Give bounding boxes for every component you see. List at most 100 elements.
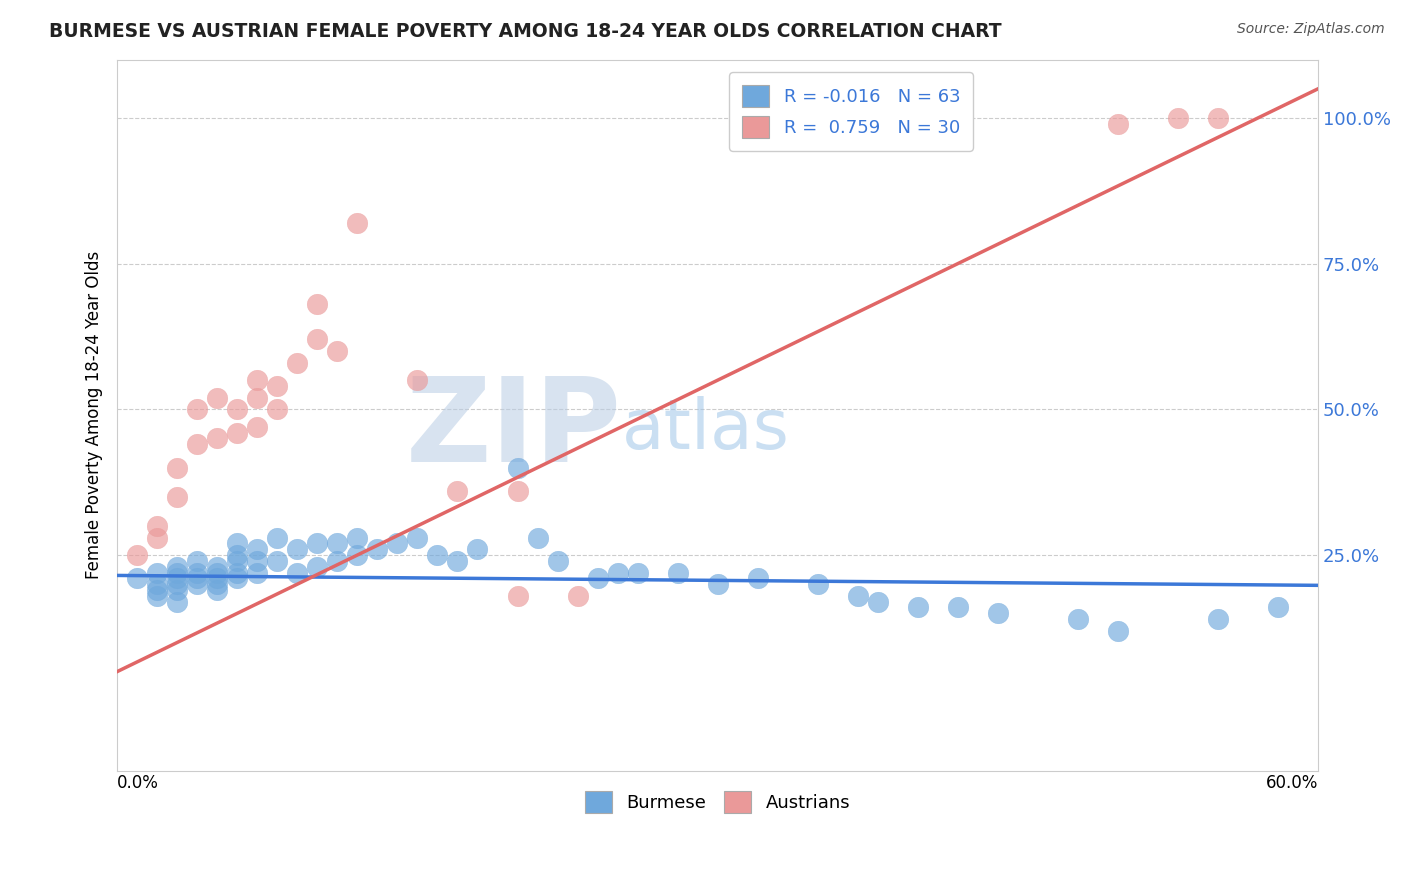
Point xyxy=(207,571,229,585)
Point xyxy=(1206,111,1229,125)
Point xyxy=(166,582,188,597)
Point xyxy=(226,548,249,562)
Point xyxy=(186,566,208,580)
Point xyxy=(987,607,1010,621)
Point xyxy=(166,595,188,609)
Point xyxy=(146,577,169,591)
Point xyxy=(226,571,249,585)
Point xyxy=(166,571,188,585)
Point xyxy=(285,542,308,557)
Point xyxy=(326,554,349,568)
Point xyxy=(207,559,229,574)
Point xyxy=(446,483,468,498)
Point xyxy=(1107,117,1129,131)
Point xyxy=(747,571,769,585)
Point xyxy=(307,559,329,574)
Point xyxy=(506,483,529,498)
Point xyxy=(226,402,249,417)
Point xyxy=(186,402,208,417)
Point xyxy=(526,531,548,545)
Point xyxy=(706,577,728,591)
Text: BURMESE VS AUSTRIAN FEMALE POVERTY AMONG 18-24 YEAR OLDS CORRELATION CHART: BURMESE VS AUSTRIAN FEMALE POVERTY AMONG… xyxy=(49,22,1002,41)
Point xyxy=(846,589,869,603)
Point xyxy=(266,379,288,393)
Point xyxy=(326,344,349,359)
Point xyxy=(307,297,329,311)
Text: ZIP: ZIP xyxy=(405,372,621,487)
Text: 60.0%: 60.0% xyxy=(1265,773,1319,791)
Point xyxy=(1206,612,1229,626)
Point xyxy=(166,460,188,475)
Point xyxy=(346,548,368,562)
Point xyxy=(166,490,188,504)
Point xyxy=(246,542,269,557)
Point xyxy=(547,554,569,568)
Point xyxy=(246,373,269,387)
Point xyxy=(346,531,368,545)
Point xyxy=(326,536,349,550)
Text: atlas: atlas xyxy=(621,396,789,463)
Y-axis label: Female Poverty Among 18-24 Year Olds: Female Poverty Among 18-24 Year Olds xyxy=(86,251,103,579)
Point xyxy=(146,582,169,597)
Point xyxy=(186,437,208,451)
Point xyxy=(1067,612,1090,626)
Point xyxy=(285,356,308,370)
Point xyxy=(186,577,208,591)
Point xyxy=(506,460,529,475)
Point xyxy=(307,332,329,346)
Point xyxy=(266,402,288,417)
Point xyxy=(446,554,468,568)
Text: Source: ZipAtlas.com: Source: ZipAtlas.com xyxy=(1237,22,1385,37)
Point xyxy=(285,566,308,580)
Point xyxy=(146,519,169,533)
Point xyxy=(406,373,429,387)
Point xyxy=(127,548,149,562)
Point xyxy=(207,566,229,580)
Point xyxy=(226,425,249,440)
Point xyxy=(127,571,149,585)
Point xyxy=(246,419,269,434)
Point xyxy=(266,531,288,545)
Point xyxy=(807,577,830,591)
Point xyxy=(207,391,229,405)
Point xyxy=(226,566,249,580)
Point xyxy=(346,216,368,230)
Point xyxy=(1167,111,1189,125)
Point xyxy=(467,542,489,557)
Point xyxy=(626,566,648,580)
Point xyxy=(246,554,269,568)
Point xyxy=(166,559,188,574)
Point xyxy=(246,391,269,405)
Point xyxy=(946,600,969,615)
Point xyxy=(166,566,188,580)
Point xyxy=(807,111,830,125)
Point xyxy=(406,531,429,545)
Point xyxy=(666,566,689,580)
Point xyxy=(146,589,169,603)
Point xyxy=(366,542,388,557)
Point xyxy=(387,536,409,550)
Point xyxy=(1107,624,1129,638)
Legend: Burmese, Austrians: Burmese, Austrians xyxy=(572,779,863,826)
Point xyxy=(186,554,208,568)
Point xyxy=(166,577,188,591)
Point xyxy=(207,432,229,446)
Point xyxy=(207,582,229,597)
Point xyxy=(226,536,249,550)
Point xyxy=(226,554,249,568)
Point xyxy=(506,589,529,603)
Point xyxy=(146,531,169,545)
Point xyxy=(907,600,929,615)
Point xyxy=(186,571,208,585)
Point xyxy=(246,566,269,580)
Point xyxy=(606,566,628,580)
Point xyxy=(567,589,589,603)
Point xyxy=(1267,600,1289,615)
Point xyxy=(866,595,889,609)
Text: 0.0%: 0.0% xyxy=(117,773,159,791)
Point xyxy=(266,554,288,568)
Point xyxy=(307,536,329,550)
Point xyxy=(146,566,169,580)
Point xyxy=(426,548,449,562)
Point xyxy=(207,577,229,591)
